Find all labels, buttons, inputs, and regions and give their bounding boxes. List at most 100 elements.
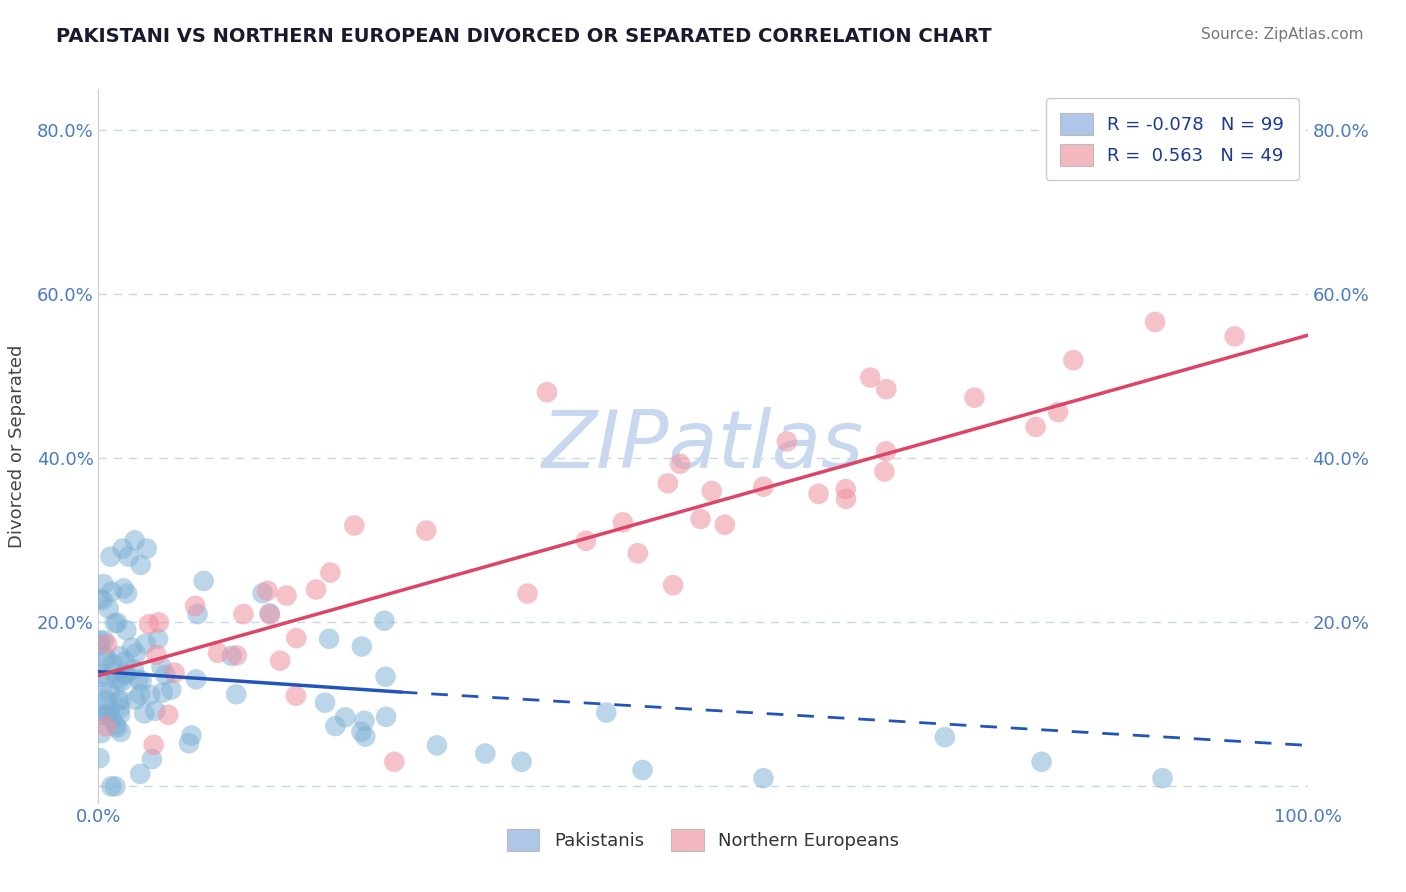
Point [138, 617, 160, 632]
Point [127, 673, 149, 687]
Point [963, 391, 986, 405]
Point [115, 586, 138, 600]
Point [105, 672, 128, 686]
Point [96, 693, 118, 707]
Point [134, 706, 156, 721]
Point [612, 516, 634, 530]
Point [91, 593, 114, 607]
Point [232, 607, 254, 622]
Point [631, 763, 654, 777]
Point [148, 615, 170, 630]
Point [319, 566, 342, 580]
Point [207, 646, 229, 660]
Point [859, 370, 882, 384]
Point [90, 705, 112, 719]
Point [124, 692, 146, 706]
Point [111, 541, 134, 556]
Point [689, 512, 711, 526]
Point [374, 670, 396, 684]
Point [177, 736, 200, 750]
Point [121, 640, 143, 655]
Point [129, 558, 152, 572]
Point [129, 688, 152, 702]
Point [89, 638, 111, 652]
Point [835, 482, 858, 496]
Point [187, 607, 209, 621]
Point [108, 701, 131, 715]
Point [89, 633, 111, 648]
Point [101, 657, 124, 672]
Point [256, 583, 278, 598]
Point [259, 607, 281, 622]
Point [122, 662, 145, 676]
Point [104, 616, 127, 631]
Point [135, 637, 157, 651]
Point [89, 591, 111, 606]
Point [115, 667, 138, 681]
Point [135, 541, 157, 556]
Point [426, 739, 449, 753]
Point [100, 549, 122, 564]
Point [1152, 771, 1174, 785]
Point [354, 730, 377, 744]
Point [627, 546, 650, 560]
Point [125, 647, 148, 661]
Point [225, 648, 247, 663]
Point [575, 533, 598, 548]
Point [103, 665, 125, 680]
Point [89, 670, 111, 684]
Point [104, 718, 127, 732]
Point [105, 721, 128, 735]
Point [143, 704, 166, 718]
Point [184, 599, 207, 613]
Point [474, 747, 496, 761]
Point [776, 434, 799, 449]
Point [155, 668, 177, 682]
Point [110, 707, 132, 722]
Point [96, 707, 118, 722]
Point [104, 780, 127, 794]
Point [97, 602, 120, 616]
Point [875, 444, 897, 458]
Point [305, 582, 328, 597]
Point [269, 654, 291, 668]
Point [284, 689, 307, 703]
Text: ZIPatlas: ZIPatlas [541, 407, 865, 485]
Point [150, 660, 173, 674]
Point [1025, 420, 1047, 434]
Point [343, 518, 366, 533]
Point [193, 574, 215, 588]
Point [110, 725, 132, 739]
Point [669, 457, 692, 471]
Point [98, 705, 121, 719]
Point [1062, 353, 1084, 368]
Point [325, 719, 347, 733]
Point [129, 767, 152, 781]
Point [89, 751, 111, 765]
Point [93, 633, 115, 648]
Point [141, 752, 163, 766]
Point [93, 577, 115, 591]
Point [90, 666, 112, 681]
Point [90, 726, 112, 740]
Point [1031, 755, 1053, 769]
Point [110, 693, 132, 707]
Point [1047, 405, 1070, 419]
Point [510, 755, 533, 769]
Point [382, 755, 405, 769]
Point [875, 382, 897, 396]
Point [152, 685, 174, 699]
Point [714, 517, 737, 532]
Point [516, 586, 538, 600]
Point [163, 665, 186, 680]
Point [118, 549, 141, 564]
Text: PAKISTANI VS NORTHERN EUROPEAN DIVORCED OR SEPARATED CORRELATION CHART: PAKISTANI VS NORTHERN EUROPEAN DIVORCED … [56, 27, 991, 45]
Point [112, 582, 135, 596]
Point [160, 682, 183, 697]
Point [100, 780, 122, 794]
Point [335, 710, 357, 724]
Point [114, 655, 136, 669]
Point [350, 724, 373, 739]
Point [375, 710, 398, 724]
Point [105, 615, 128, 630]
